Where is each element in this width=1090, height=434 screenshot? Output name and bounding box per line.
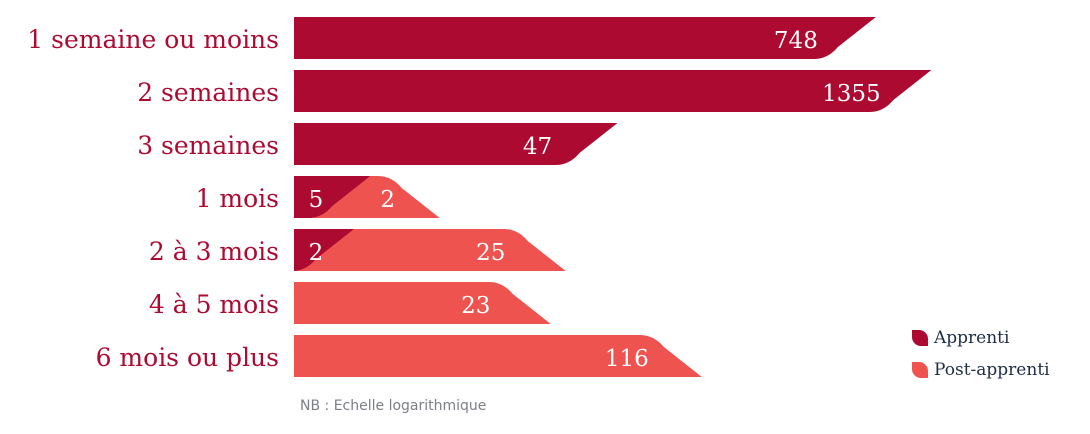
category-label: 3 semaines xyxy=(137,131,279,160)
legend-label: Post-apprenti xyxy=(934,360,1050,380)
category-label: 2 à 3 mois xyxy=(149,237,279,266)
bar-post-apprenti xyxy=(294,229,566,271)
data-label-apprenti: 2 xyxy=(309,240,324,266)
data-label-apprenti: 47 xyxy=(523,134,552,160)
scale-note: NB : Echelle logarithmique xyxy=(300,398,487,414)
data-label-post-apprenti: 2 xyxy=(380,187,395,213)
data-label-apprenti: 1355 xyxy=(822,81,881,107)
bar-apprenti xyxy=(294,17,876,59)
data-label-post-apprenti: 25 xyxy=(476,240,505,266)
legend-label: Apprenti xyxy=(934,328,1010,348)
bar-apprenti xyxy=(294,123,618,165)
legend-swatch xyxy=(912,362,928,378)
bar-apprenti xyxy=(294,70,932,112)
legend-item-apprenti[interactable]: Apprenti xyxy=(912,322,1050,354)
legend: Apprenti Post-apprenti xyxy=(912,322,1050,386)
data-label-post-apprenti: 23 xyxy=(461,293,490,319)
category-label: 2 semaines xyxy=(137,78,279,107)
category-label: 6 mois ou plus xyxy=(96,343,279,372)
category-label: 1 mois xyxy=(196,184,279,213)
bar-apprenti xyxy=(292,229,354,271)
legend-swatch xyxy=(912,330,928,346)
data-label-post-apprenti: 116 xyxy=(605,346,649,372)
category-label: 4 à 5 mois xyxy=(149,290,279,319)
bar-apprenti xyxy=(294,176,371,218)
data-label-apprenti: 748 xyxy=(774,28,818,54)
legend-item-post-apprenti[interactable]: Post-apprenti xyxy=(912,354,1050,386)
data-label-apprenti: 5 xyxy=(309,187,324,213)
bar-post-apprenti xyxy=(294,282,551,324)
bar-post-apprenti xyxy=(294,335,702,377)
category-label: 1 semaine ou moins xyxy=(27,25,279,54)
